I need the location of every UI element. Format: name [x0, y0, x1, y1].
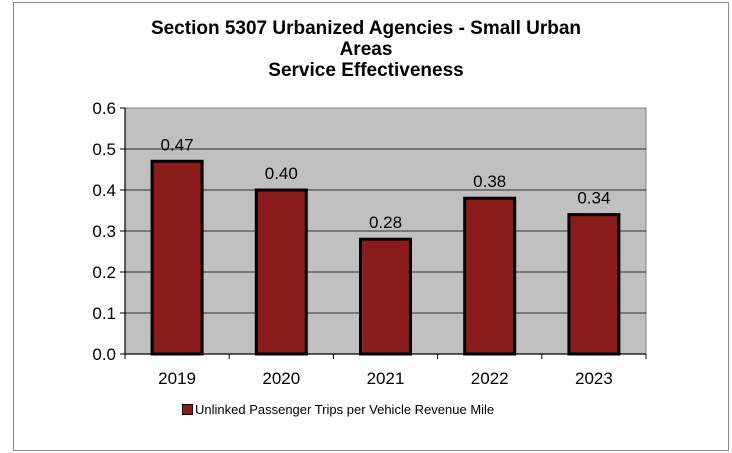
- chart-title-line-1: Section 5307 Urbanized Agencies - Small …: [150, 18, 582, 39]
- y-tick-label: 0.5: [92, 140, 116, 159]
- data-label: 0.47: [161, 135, 194, 154]
- x-tick-label: 2023: [575, 369, 613, 388]
- bar: [359, 237, 412, 356]
- chart-title-line-2: Areas: [339, 39, 393, 60]
- gridlines: [125, 148, 646, 314]
- x-tick-label: 2022: [471, 369, 509, 388]
- x-tick-label: 2021: [367, 369, 405, 388]
- y-tick-label: 0.2: [92, 263, 116, 282]
- bar: [567, 213, 621, 356]
- x-axis-ticks: 2019 2020 2021 2022 2023: [124, 354, 647, 388]
- y-tick-label: 0.6: [92, 99, 116, 118]
- data-label: 0.38: [473, 172, 506, 191]
- y-tick-label: 0.1: [92, 304, 116, 323]
- data-label: 0.34: [577, 189, 610, 208]
- x-tick-label: 2020: [262, 369, 300, 388]
- data-label: 0.40: [265, 164, 298, 183]
- legend-label: Unlinked Passenger Trips per Vehicle Rev…: [195, 402, 495, 417]
- y-tick-label: 0.4: [92, 181, 116, 200]
- data-labels: 0.47 0.40 0.28 0.38 0.34: [161, 135, 611, 232]
- chart-title-line-3: Service Effectiveness: [268, 60, 464, 81]
- y-axis-ticks: 0.0 0.1 0.2 0.3 0.4 0.5 0.6: [92, 99, 125, 364]
- y-tick-label: 0.0: [92, 345, 116, 364]
- x-tick-label: 2019: [158, 369, 196, 388]
- bar: [150, 159, 204, 356]
- bar: [463, 196, 517, 356]
- legend: Unlinked Passenger Trips per Vehicle Rev…: [182, 402, 494, 417]
- y-tick-label: 0.3: [92, 222, 116, 241]
- chart-title: Section 5307 Urbanized Agencies - Small …: [0, 18, 732, 81]
- data-label: 0.28: [369, 213, 402, 232]
- bar: [254, 188, 308, 356]
- legend-swatch: [182, 404, 193, 415]
